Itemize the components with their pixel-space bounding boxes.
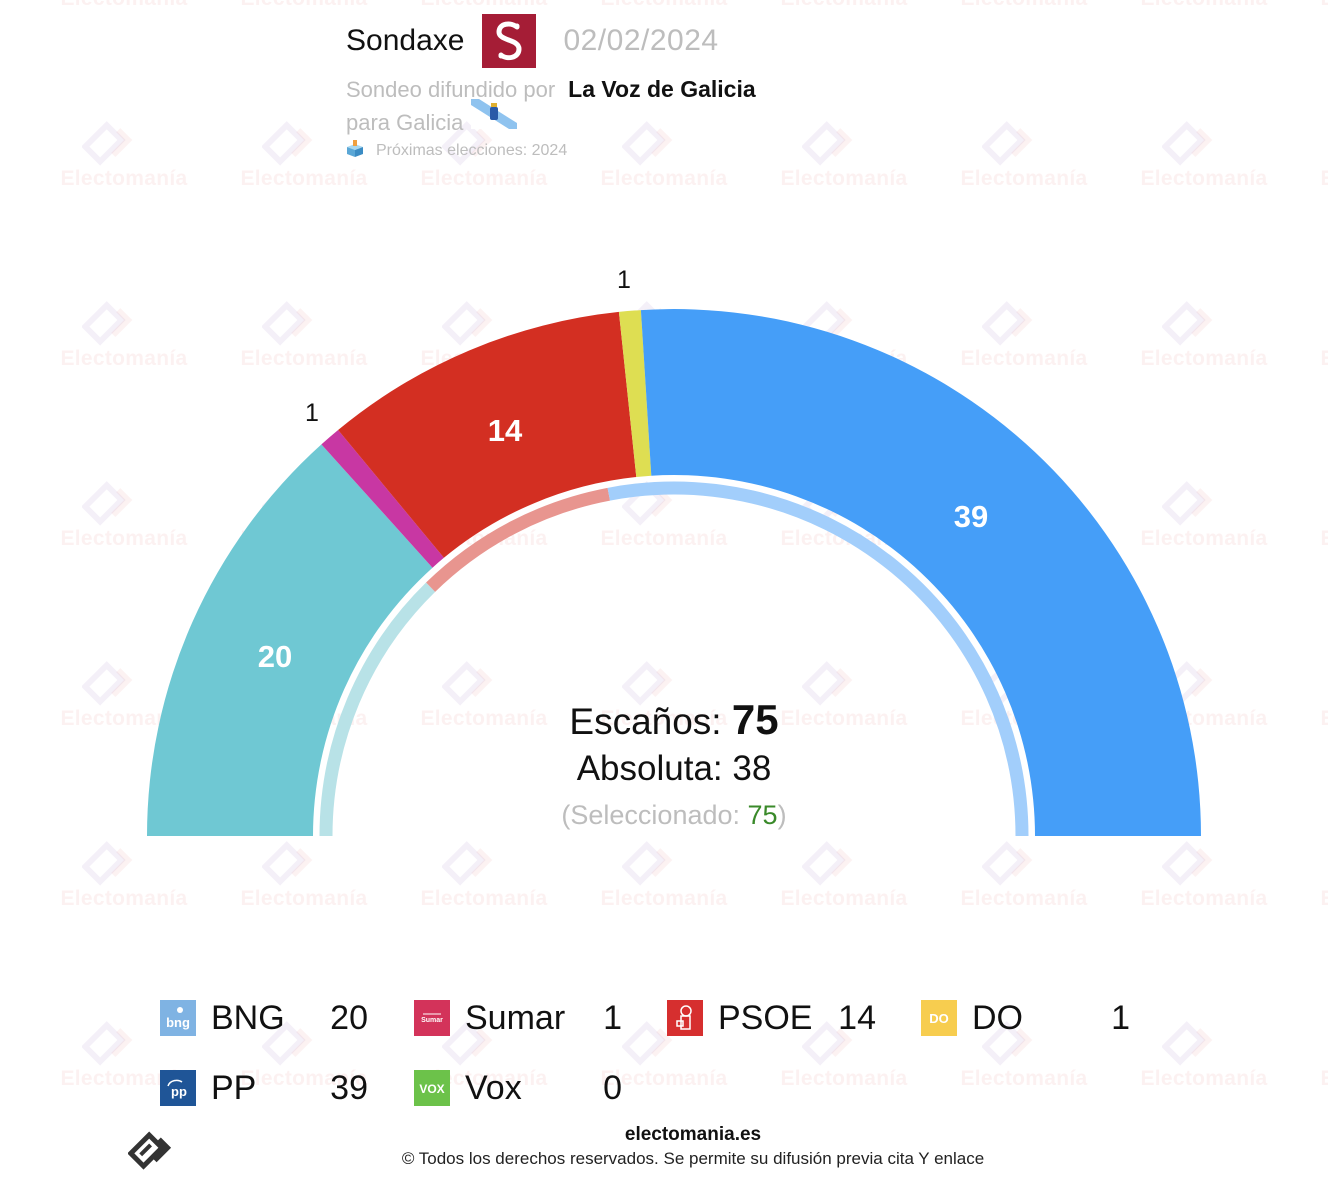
- legend-item-psoe[interactable]: PSOE: [667, 998, 812, 1038]
- legend-item-sumar[interactable]: Sumar Sumar: [414, 998, 565, 1038]
- legend-seats-vox: 0: [603, 1069, 622, 1107]
- legend-seats-pp: 39: [330, 1069, 368, 1107]
- segment-label-psoe: 14: [488, 413, 523, 448]
- svg-text:pp: pp: [171, 1084, 187, 1099]
- psoe-logo-icon: [667, 1000, 703, 1036]
- svg-text:Sumar: Sumar: [421, 1017, 443, 1024]
- poll-header: Sondaxe 02/02/2024 Sondeo difundido por …: [346, 14, 756, 162]
- electomania-logo-icon: [127, 1128, 176, 1181]
- legend-item-bng[interactable]: bng BNG: [160, 998, 285, 1038]
- legend-name: PSOE: [718, 998, 813, 1037]
- selected-value: 75: [747, 800, 778, 830]
- legend-seats-bng: 20: [330, 999, 368, 1037]
- legend-item-do[interactable]: DO DO: [921, 998, 1023, 1038]
- ring-bng: [319, 582, 436, 837]
- svg-text:VOX: VOX: [419, 1082, 444, 1096]
- segment-label-bng: 20: [258, 639, 292, 674]
- galicia-flag-icon: [471, 99, 518, 135]
- segment-label-do: 1: [617, 266, 631, 294]
- selected-close: ): [777, 800, 787, 830]
- seats-label: Escaños:: [569, 701, 722, 742]
- footer-site[interactable]: electomania.es: [624, 1124, 762, 1145]
- segment-pp[interactable]: [640, 309, 1201, 836]
- legend-name: Sumar: [465, 998, 566, 1037]
- legend-seats-psoe: 14: [838, 999, 876, 1037]
- segment-do[interactable]: [618, 310, 652, 477]
- legend-seats-sumar: 1: [603, 999, 622, 1037]
- segment-label-sumar: 1: [305, 399, 319, 427]
- legend-seats-do: 1: [1111, 999, 1130, 1037]
- poll-date: 02/02/2024: [563, 24, 719, 57]
- ring-pp: [607, 481, 1029, 837]
- seat-summary: Escaños: 75 Absoluta: 38 (Seleccionado: …: [474, 696, 874, 838]
- selected-label: (Seleccionado:: [561, 800, 748, 830]
- legend-name: Vox: [465, 1068, 522, 1107]
- legend-name: BNG: [211, 998, 285, 1037]
- pp-logo-icon: pp: [160, 1070, 196, 1106]
- svg-text:DO: DO: [929, 1011, 949, 1026]
- legend-item-pp[interactable]: pp PP: [160, 1068, 256, 1108]
- vox-logo-icon: VOX: [414, 1070, 450, 1106]
- next-elections-label: Próximas elecciones: 2024: [376, 141, 568, 159]
- ballot-box-icon: [346, 139, 364, 162]
- pollster-logo-icon: [482, 14, 537, 68]
- seats-total: 75: [731, 696, 779, 743]
- segment-psoe[interactable]: [338, 311, 637, 558]
- legend-name: PP: [211, 1068, 257, 1107]
- segment-sumar[interactable]: [321, 430, 444, 568]
- media-name: La Voz de Galicia: [568, 76, 756, 102]
- bng-logo-icon: bng: [160, 1000, 196, 1036]
- legend-name: DO: [972, 998, 1023, 1037]
- footer: electomania.es © Todos los derechos rese…: [330, 1124, 1056, 1169]
- do-logo-icon: DO: [921, 1000, 957, 1036]
- pollster-name: Sondaxe: [346, 24, 465, 57]
- majority-label: Absoluta: 38: [576, 749, 772, 788]
- svg-text:bng: bng: [166, 1015, 190, 1030]
- footer-copyright: © Todos los derechos reservados. Se perm…: [401, 1149, 985, 1168]
- ring-psoe: [426, 487, 611, 592]
- sumar-logo-icon: Sumar: [414, 1000, 450, 1036]
- segment-bng[interactable]: [147, 444, 433, 836]
- region-label: para Galicia: [346, 110, 464, 135]
- segment-label-pp: 39: [954, 499, 988, 534]
- selected-seats: (Seleccionado: 75): [474, 792, 874, 838]
- legend-item-vox[interactable]: VOX Vox: [414, 1068, 522, 1108]
- spread-by-label: Sondeo difundido por: [346, 77, 556, 102]
